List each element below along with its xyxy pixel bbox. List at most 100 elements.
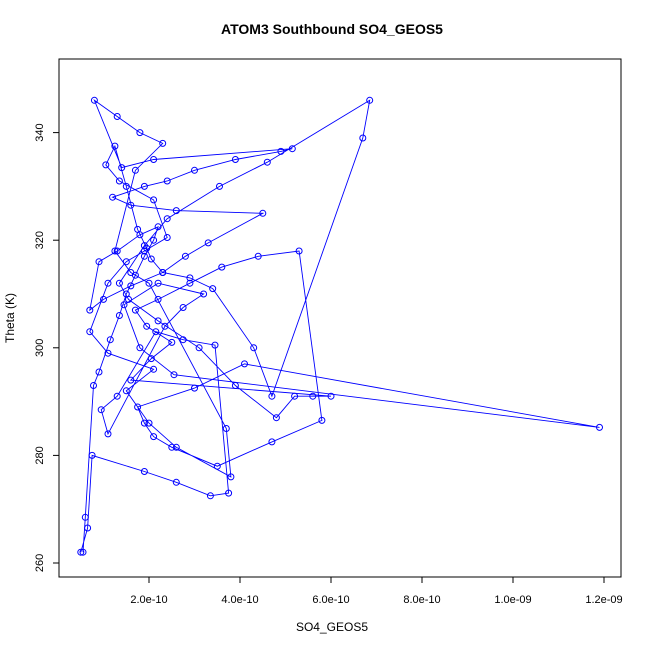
data-point	[272, 414, 280, 422]
data-point	[231, 382, 239, 389]
data-point	[288, 145, 296, 153]
data-point	[250, 344, 258, 352]
data-point	[127, 269, 135, 276]
data-point	[291, 392, 299, 400]
data-point	[327, 392, 335, 400]
x-tick-label: 4.0e-10	[221, 594, 258, 606]
y-tick-label: 340	[34, 123, 46, 141]
data-point	[168, 443, 176, 451]
data-point	[113, 247, 121, 255]
data-point	[168, 338, 176, 346]
data-point	[77, 548, 85, 556]
data-point	[90, 382, 97, 389]
x-axis-label: SO4_GEOS5	[296, 620, 368, 634]
data-point	[106, 336, 114, 344]
data-point	[88, 451, 96, 459]
y-tick-label: 260	[34, 554, 46, 572]
data-point	[225, 489, 233, 497]
y-tick-label: 320	[34, 231, 46, 249]
data-point	[122, 182, 130, 190]
data-point	[134, 403, 142, 411]
data-point	[79, 548, 87, 556]
data-point	[140, 468, 148, 475]
data-point	[191, 384, 198, 392]
data-point	[161, 322, 169, 330]
data-point	[259, 209, 267, 217]
data-point	[268, 392, 276, 400]
data-point	[218, 263, 226, 271]
data-point	[111, 247, 119, 255]
data-point	[211, 341, 219, 349]
data-point	[154, 223, 162, 231]
data-point	[104, 279, 112, 287]
data-point	[170, 371, 178, 379]
data-point	[154, 317, 162, 325]
data-point	[191, 166, 198, 174]
data-point	[206, 492, 214, 500]
data-point	[136, 344, 144, 352]
data-point	[163, 234, 171, 241]
data-point	[145, 419, 153, 427]
data-point	[295, 247, 303, 255]
data-point	[111, 142, 119, 150]
data-point	[154, 295, 162, 303]
data-point	[359, 134, 367, 142]
data-point	[209, 285, 217, 293]
data-point	[179, 304, 187, 311]
data-point	[136, 129, 144, 137]
data-point	[140, 182, 148, 190]
data-point	[81, 513, 89, 521]
data-point	[181, 252, 189, 260]
y-axis: 260 280 300 320 340	[34, 123, 60, 572]
data-point	[318, 416, 326, 424]
series-line	[80, 99, 600, 553]
data-point	[216, 182, 223, 190]
data-point	[140, 242, 148, 250]
x-tick-label: 1.2e-09	[585, 594, 622, 606]
x-axis: 2.0e-10 4.0e-10 6.0e-10 8.0e-10 1.0e-09 1.2e-…	[130, 576, 623, 606]
y-tick-label: 300	[34, 339, 46, 357]
data-point	[127, 201, 135, 209]
data-point	[122, 387, 130, 395]
data-point	[95, 258, 103, 266]
data-point	[154, 279, 162, 287]
data-point	[95, 368, 103, 376]
x-tick-label: 8.0e-10	[403, 594, 440, 606]
data-point	[100, 295, 107, 303]
data-point	[186, 274, 194, 282]
x-tick-label: 2.0e-10	[130, 594, 167, 606]
data-point	[150, 196, 158, 204]
data-point	[109, 193, 117, 201]
series-layer	[77, 96, 603, 556]
data-point	[366, 96, 374, 104]
data-point	[134, 225, 142, 233]
data-point	[122, 258, 130, 266]
data-point	[277, 147, 285, 155]
data-point	[115, 177, 123, 185]
data-point	[263, 158, 271, 166]
data-point	[179, 336, 187, 344]
data-point	[268, 438, 276, 446]
data-point	[150, 365, 158, 373]
data-point	[147, 355, 155, 363]
data-point	[125, 295, 132, 303]
data-point	[254, 252, 262, 260]
plot-area-frame	[58, 58, 622, 578]
data-point	[195, 344, 203, 352]
data-point	[120, 301, 128, 309]
data-point	[159, 139, 167, 147]
data-point	[186, 279, 194, 287]
data-point	[115, 279, 123, 287]
data-point	[86, 306, 94, 314]
data-point	[90, 96, 98, 104]
data-point	[145, 279, 153, 287]
data-point	[159, 269, 167, 276]
data-point	[118, 164, 126, 172]
data-point	[596, 423, 603, 431]
data-point	[113, 392, 121, 400]
data-point	[150, 156, 158, 163]
x-tick-label: 6.0e-10	[312, 594, 349, 606]
data-point	[97, 406, 105, 414]
